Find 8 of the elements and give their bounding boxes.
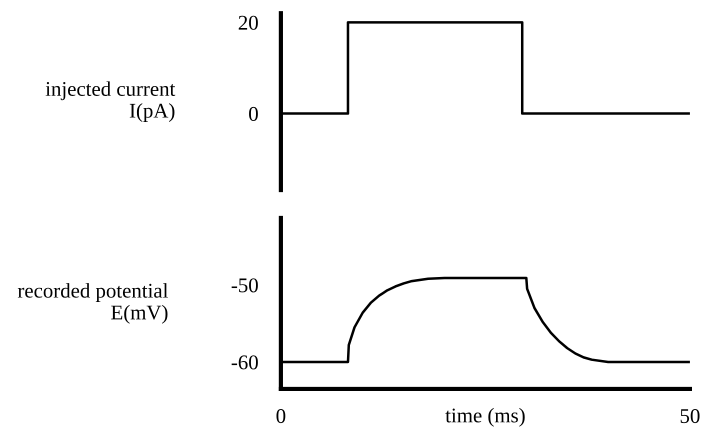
y-tick-label: 20 [238, 16, 258, 30]
x-tick-label: 50 [680, 409, 700, 424]
y-tick-label: -50 [232, 278, 258, 292]
x-axis-title: time (ms) [445, 408, 525, 427]
y-tick-label: 0 [249, 106, 258, 121]
y-tick-label: -60 [232, 355, 258, 370]
y-axis-title: recorded potential E(mV) [18, 283, 168, 324]
y-axis-title: injected current I(pA) [46, 81, 176, 122]
